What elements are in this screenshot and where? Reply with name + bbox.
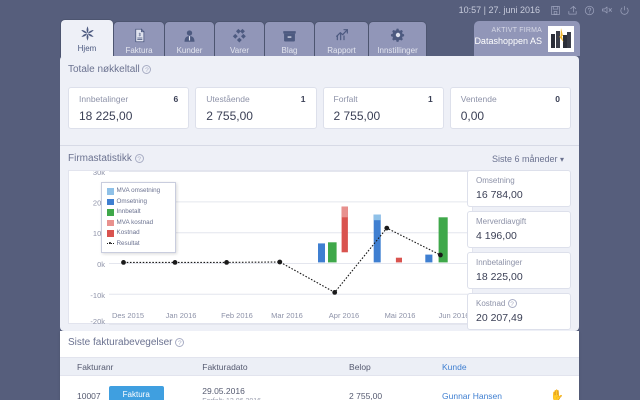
svg-text:30k: 30k: [93, 171, 105, 177]
svg-text:Jan 2016: Jan 2016: [166, 311, 197, 320]
svg-text:-20k: -20k: [90, 317, 105, 325]
svg-text:Des 2015: Des 2015: [112, 311, 144, 320]
svg-text:-10k: -10k: [90, 291, 105, 300]
svg-text:Mar 2016: Mar 2016: [271, 311, 303, 320]
svg-text:Apr 2016: Apr 2016: [329, 311, 359, 320]
svg-text:0k: 0k: [97, 260, 105, 269]
svg-text:Mai 2016: Mai 2016: [385, 311, 416, 320]
svg-text:Feb 2016: Feb 2016: [221, 311, 253, 320]
svg-text:Jun 2016: Jun 2016: [439, 311, 470, 320]
